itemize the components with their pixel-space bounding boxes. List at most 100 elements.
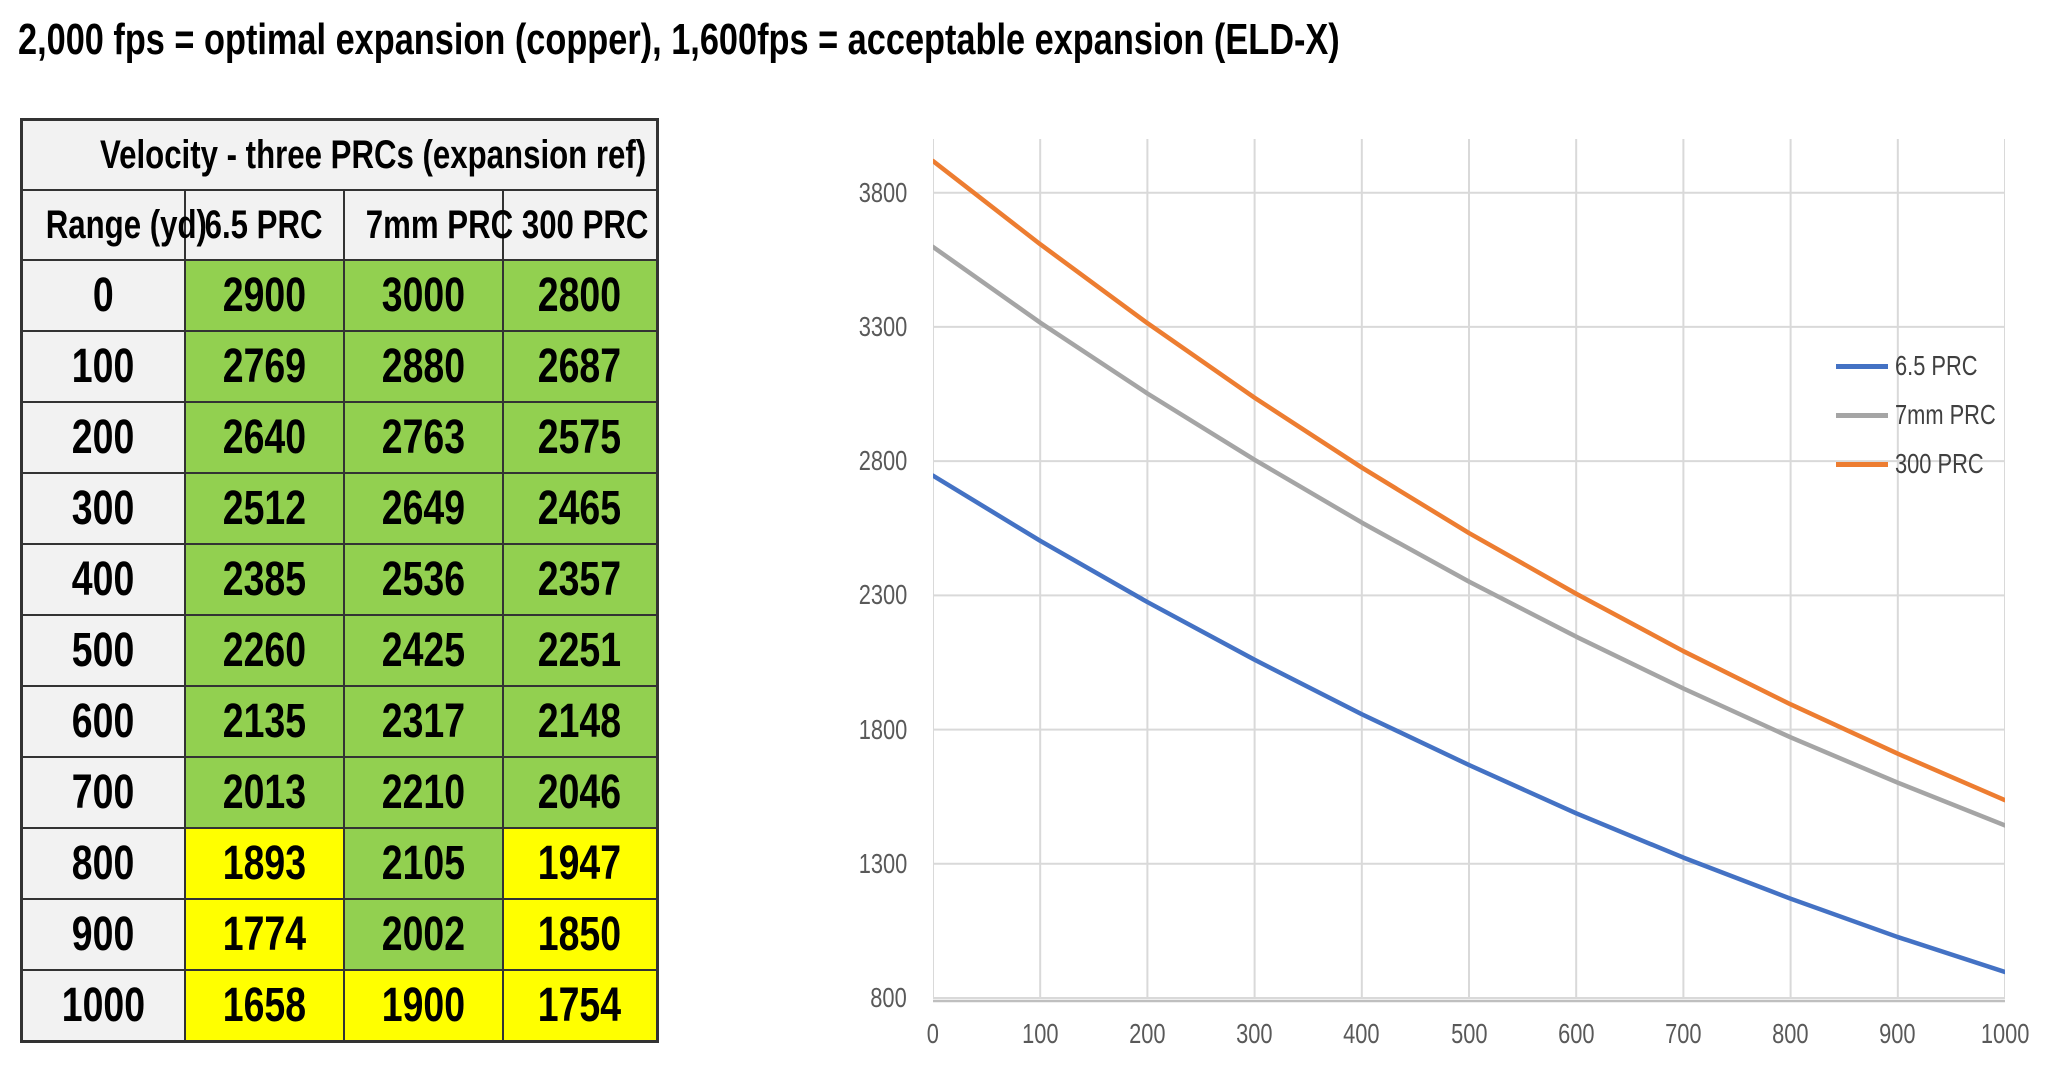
table-row: 800 1893 2105 1947: [20, 827, 659, 900]
table-title: Velocity - three PRCs (expansion ref): [100, 132, 647, 177]
range-cell: 600: [20, 685, 186, 758]
header-6.5-prc: 6.5 PRC: [183, 189, 345, 261]
velocity-cell: 2800: [501, 259, 659, 332]
x-axis-tick-label: 200: [1129, 1018, 1166, 1049]
velocity-cell: 2425: [342, 614, 504, 687]
legend-item-6-5-prc: 6.5 PRC: [1836, 350, 2001, 382]
x-axis-tick-label: 0: [926, 1018, 940, 1049]
velocity-cell: 2769: [183, 330, 345, 403]
velocity-cell: 3000: [342, 259, 504, 332]
velocity-value: 2046: [538, 766, 622, 819]
velocity-value: 2135: [222, 695, 306, 748]
range-cell: 0: [20, 259, 186, 332]
x-axis-tick-label: 300: [1236, 1018, 1273, 1049]
chart-plot-area: [933, 139, 2005, 1003]
velocity-value: 2900: [222, 269, 306, 322]
velocity-value: 1947: [538, 837, 622, 890]
series-line-7mm-prc: [933, 244, 2005, 828]
range-cell: 700: [20, 756, 186, 829]
x-axis-tick-label: 100: [1021, 1018, 1059, 1049]
legend-swatch-7mm-prc: [1836, 412, 1888, 418]
velocity-cell: 1658: [183, 969, 345, 1043]
table-row: 600 2135 2317 2148: [20, 685, 659, 758]
range-cell: 1000: [20, 969, 186, 1043]
velocity-cell: 2385: [183, 543, 345, 616]
range-value: 100: [72, 340, 135, 393]
y-axis-tick-label: 1800: [858, 713, 907, 745]
velocity-cell: 1893: [183, 827, 345, 900]
range-cell: 300: [20, 472, 186, 545]
velocity-value: 2251: [538, 624, 622, 677]
range-value: 500: [72, 624, 135, 677]
velocity-value: 2800: [538, 269, 622, 322]
legend-swatch-300-prc: [1836, 461, 1888, 467]
range-value: 300: [72, 482, 135, 535]
velocity-value: 2105: [381, 837, 465, 890]
range-value: 200: [72, 411, 135, 464]
velocity-value: 2013: [222, 766, 306, 819]
y-axis-tick-label: 1300: [858, 847, 907, 879]
velocity-cell: 2317: [342, 685, 504, 758]
series-line-6-5-prc: [933, 473, 2005, 975]
velocity-cell: 2575: [501, 401, 659, 474]
range-value: 0: [92, 269, 114, 322]
range-value: 600: [72, 695, 135, 748]
velocity-value: 2575: [538, 411, 622, 464]
legend-swatch-6-5-prc: [1836, 363, 1888, 369]
velocity-cell: 2687: [501, 330, 659, 403]
velocity-cell: 2046: [501, 756, 659, 829]
table-row: 0 2900 3000 2800: [20, 259, 659, 332]
table-title-row: Velocity - three PRCs (expansion ref): [20, 118, 659, 191]
velocity-cell: 2251: [501, 614, 659, 687]
velocity-cell: 2002: [342, 898, 504, 971]
y-axis-tick-label: 2800: [858, 445, 907, 477]
y-axis-tick-label: 800: [870, 982, 907, 1013]
range-value: 400: [72, 553, 135, 606]
velocity-value: 2649: [381, 482, 465, 535]
velocity-cell: 2880: [342, 330, 504, 403]
range-value: 800: [72, 837, 135, 890]
velocity-value: 1893: [222, 837, 306, 890]
table-row: 400 2385 2536 2357: [20, 543, 659, 616]
velocity-cell: 1774: [183, 898, 345, 971]
velocity-cell: 2640: [183, 401, 345, 474]
velocity-cell: 1850: [501, 898, 659, 971]
range-cell: 900: [20, 898, 186, 971]
x-axis-tick-label: 600: [1557, 1018, 1595, 1049]
x-axis-tick-label: 400: [1343, 1018, 1381, 1049]
header-range: Range (yd): [20, 189, 207, 261]
table-row: 300 2512 2649 2465: [20, 472, 659, 545]
velocity-cell: 2148: [501, 685, 659, 758]
table-row: 100 2769 2880 2687: [20, 330, 659, 403]
velocity-cell: 2900: [183, 259, 345, 332]
velocity-value: 1774: [222, 908, 306, 961]
velocity-cell: 2013: [183, 756, 345, 829]
velocity-value: 2210: [381, 766, 465, 819]
velocity-value: 2640: [222, 411, 306, 464]
range-cell: 400: [20, 543, 186, 616]
velocity-cell: 1900: [342, 969, 504, 1043]
velocity-cell: 2536: [342, 543, 504, 616]
table-row: 700 2013 2210 2046: [20, 756, 659, 829]
legend-label-300-prc: 300 PRC: [1895, 448, 1984, 479]
velocity-value: 1658: [222, 979, 306, 1032]
velocity-value: 3000: [381, 269, 465, 322]
velocity-value: 2148: [538, 695, 622, 748]
velocity-cell: 1947: [501, 827, 659, 900]
velocity-value: 2536: [381, 553, 465, 606]
x-axis-tick-label: 1000: [1980, 1018, 2030, 1049]
velocity-value: 2763: [381, 411, 465, 464]
velocity-value: 2769: [222, 340, 306, 393]
legend-item-300-prc: 300 PRC: [1836, 448, 2009, 480]
velocity-cell: 2763: [342, 401, 504, 474]
velocity-value: 2512: [222, 482, 306, 535]
page-title: 2,000 fps = optimal expansion (copper), …: [18, 14, 1713, 66]
velocity-cell: 2512: [183, 472, 345, 545]
velocity-table: Velocity - three PRCs (expansion ref) Ra…: [20, 118, 660, 1043]
velocity-value: 2260: [222, 624, 306, 677]
range-value: 700: [72, 766, 135, 819]
x-axis-tick-label: 500: [1450, 1018, 1488, 1049]
velocity-value: 2385: [222, 553, 306, 606]
legend-label-7mm-prc: 7mm PRC: [1895, 399, 1996, 430]
velocity-cell: 2260: [183, 614, 345, 687]
